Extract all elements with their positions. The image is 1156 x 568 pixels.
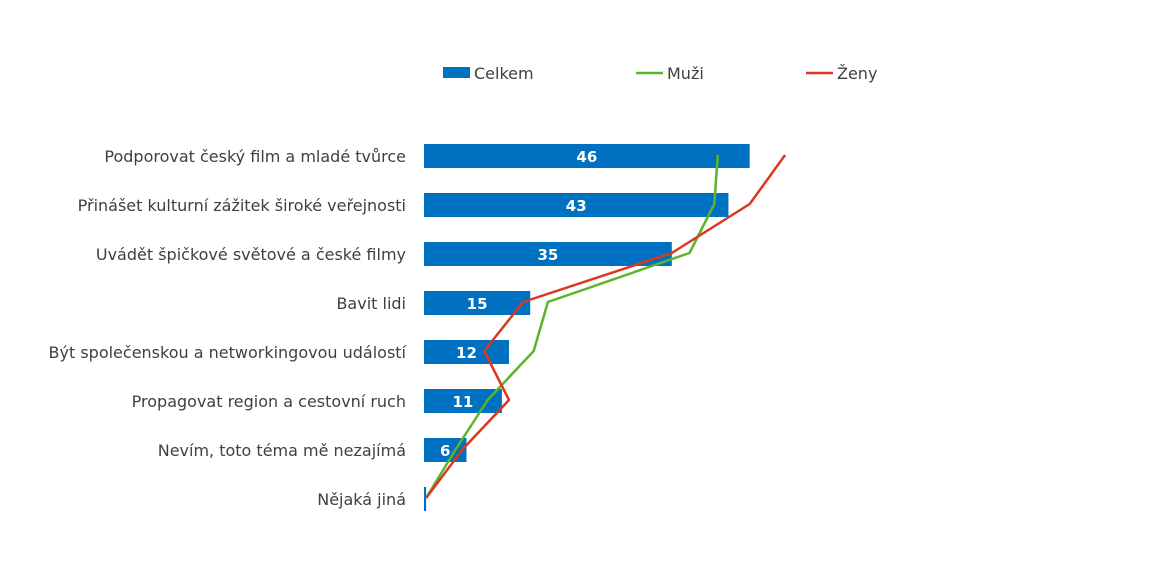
bar-group: 46 43 35 15 12 11 6: [424, 144, 750, 511]
series-line-ženy: [425, 154, 787, 499]
bar-data-label: 46: [576, 148, 597, 166]
category-label: Nějaká jiná: [317, 490, 406, 509]
category-labels: Podporovat český film a mladé tvůrce Přin…: [49, 147, 407, 509]
category-label: Uvádět špičkové světové a české filmy: [96, 245, 406, 264]
bar-data-label: 43: [566, 197, 587, 215]
category-label: Podporovat český film a mladé tvůrce: [104, 147, 406, 166]
category-label: Bavit lidi: [336, 294, 406, 313]
bar: [424, 193, 729, 217]
category-label: Přinášet kulturní zážitek široké veřejno…: [78, 196, 406, 215]
legend-label: Celkem: [474, 64, 534, 83]
bar-data-label: 6: [440, 442, 450, 460]
legend: Celkem Muži Ženy: [443, 64, 877, 83]
legend-swatch: [443, 67, 470, 78]
category-label: Být společenskou a networkingovou událos…: [49, 343, 407, 362]
line-group: [425, 154, 787, 499]
bar: [424, 242, 672, 266]
category-label: Propagovat region a cestovní ruch: [132, 392, 406, 411]
legend-label: Muži: [667, 64, 704, 83]
bar-data-label: 35: [537, 246, 558, 264]
bar: [424, 291, 531, 315]
bar: [424, 389, 502, 413]
bar: [424, 340, 509, 364]
bar: [424, 144, 750, 168]
bar-data-label: 11: [453, 393, 474, 411]
bar: [424, 487, 427, 511]
bar-data-label: 12: [456, 344, 477, 362]
bar-data-label: 15: [467, 295, 488, 313]
category-label: Nevím, toto téma mě nezajímá: [158, 441, 406, 460]
legend-label: Ženy: [837, 64, 877, 83]
series-line-muži: [425, 154, 720, 499]
